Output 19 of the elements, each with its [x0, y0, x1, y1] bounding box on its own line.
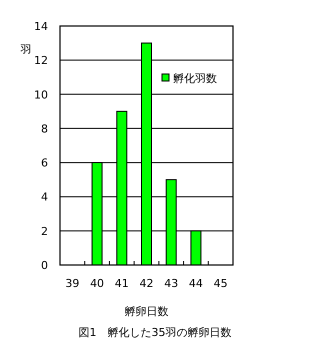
y-tick-label: 10: [34, 88, 48, 102]
text: 図1 孵化した35羽の孵卵日数: [78, 326, 232, 339]
x-axis-title: 孵卵日数: [124, 305, 168, 318]
x-tick-label: 45: [214, 277, 228, 290]
y-tick-label: 2: [41, 224, 48, 238]
y-tick-label: 4: [41, 190, 48, 204]
x-tick-label: 42: [140, 277, 154, 290]
y-tick-label: 8: [41, 122, 48, 136]
y-tick-label: 12: [34, 54, 48, 68]
x-tick-label: 41: [114, 277, 129, 290]
y-tick-label: 0: [41, 259, 48, 272]
x-tick-label: 39: [65, 277, 80, 290]
x-tick-label: 43: [164, 277, 178, 290]
y-tick-label: 6: [41, 156, 48, 170]
y-tick-label: 14: [34, 20, 48, 33]
x-tick-label: 44: [188, 277, 203, 290]
x-tick-label: 40: [90, 277, 104, 290]
y-axis-title: 羽: [20, 43, 32, 56]
legend-label: 孵化羽数: [173, 72, 217, 85]
